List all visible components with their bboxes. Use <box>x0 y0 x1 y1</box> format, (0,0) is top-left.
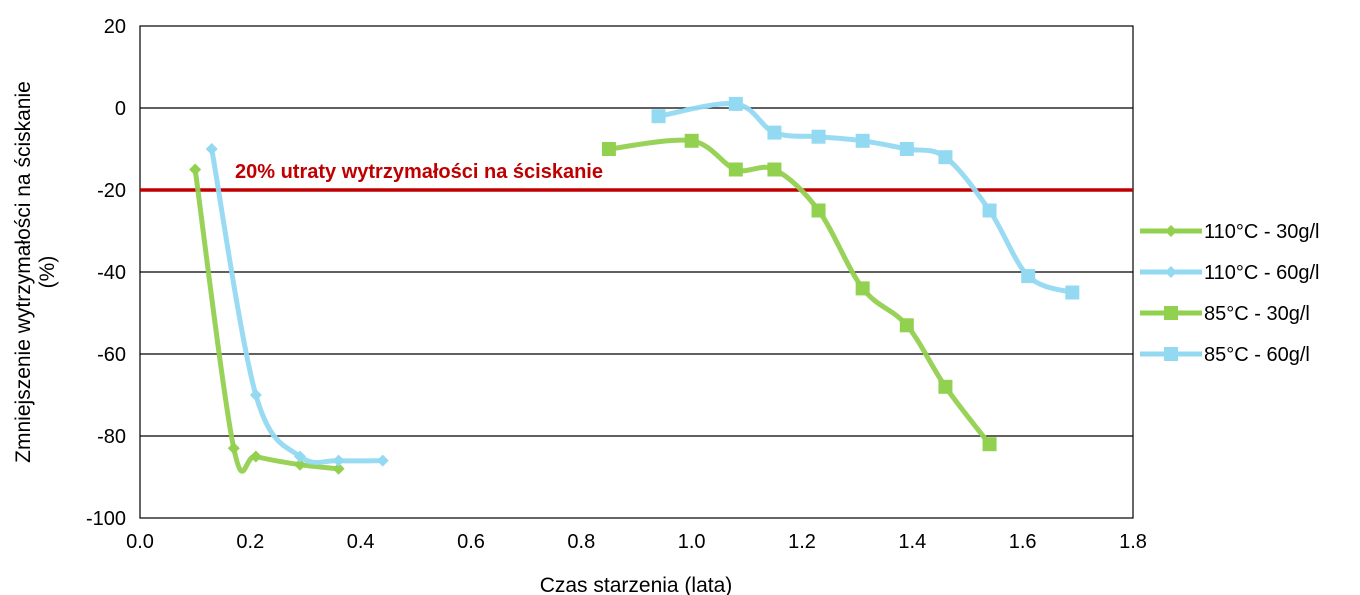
legend-swatch-marker <box>1165 266 1177 278</box>
data-point <box>189 163 202 176</box>
data-point <box>1065 285 1080 300</box>
data-point <box>376 454 389 467</box>
data-point <box>728 96 743 111</box>
y-axis-title: Zmniejszenie wytrzymałości na ściskanie … <box>12 81 59 463</box>
y-tick-label: -80 <box>97 426 126 448</box>
legend-label: 85°C - 60g/l <box>1204 344 1310 366</box>
plot-area-frame <box>139 25 1134 519</box>
legend-swatch-marker <box>1164 347 1178 361</box>
data-point <box>811 129 826 144</box>
y-axis-title-line-1: Zmniejszenie wytrzymałości na ściskanie <box>12 81 35 463</box>
y-tick-labels: 20 0 -20 -40 -60 -80 -100 <box>86 16 126 530</box>
data-point <box>205 143 218 155</box>
y-tick-label: -20 <box>97 180 126 202</box>
series-group <box>189 96 1080 475</box>
reference-line-label: 20% utraty wytrzymałości na ściskanie <box>235 161 603 183</box>
x-tick-label: 0.2 <box>236 531 264 553</box>
data-point <box>227 442 240 455</box>
data-point <box>728 162 743 177</box>
data-point <box>249 389 262 401</box>
data-point <box>332 462 345 475</box>
data-point <box>855 281 870 296</box>
y-tick-label: -100 <box>86 508 126 530</box>
y-tick-label: -60 <box>97 344 126 366</box>
series-4 <box>651 96 1080 300</box>
data-point <box>767 162 782 177</box>
y-tick-label: 0 <box>115 98 126 120</box>
x-tick-label: 0.6 <box>457 531 485 553</box>
data-point <box>899 142 914 156</box>
data-point <box>767 125 782 140</box>
data-point <box>811 203 826 218</box>
x-tick-label: 0.4 <box>347 531 375 553</box>
data-point <box>938 379 953 394</box>
data-point <box>651 109 666 124</box>
data-point <box>1021 269 1036 284</box>
series-1 <box>189 163 345 475</box>
gridlines <box>140 107 1133 437</box>
data-point <box>982 203 997 218</box>
y-tick-label: 20 <box>104 16 126 38</box>
series-line <box>606 137 993 447</box>
x-tick-label: 0.8 <box>567 531 595 553</box>
series-line <box>209 146 386 465</box>
legend-label: 110°C - 30g/l <box>1204 221 1319 243</box>
data-point <box>293 450 306 463</box>
x-tick-label: 0.0 <box>126 531 154 553</box>
legend-item: 85°C - 30g/l <box>1140 303 1310 325</box>
legend-label: 110°C - 60g/l <box>1204 262 1319 284</box>
legend-item: 85°C - 60g/l <box>1140 344 1310 366</box>
data-point <box>684 133 699 148</box>
x-tick-label: 1.0 <box>678 531 706 553</box>
series-line <box>656 101 1075 295</box>
x-tick-label: 1.8 <box>1119 531 1147 553</box>
data-point <box>855 133 870 148</box>
data-point <box>293 458 306 471</box>
data-point <box>938 150 953 165</box>
data-point <box>249 450 262 463</box>
series-2 <box>205 143 389 467</box>
data-point <box>982 437 997 452</box>
legend: 110°C - 30g/l 110°C - 60g/l 85°C - 30g/l 85… <box>1140 221 1319 366</box>
legend-label: 85°C - 30g/l <box>1204 303 1310 325</box>
x-tick-label: 1.2 <box>788 531 816 553</box>
y-tick-label: -40 <box>97 262 126 284</box>
legend-item: 110°C - 60g/l <box>1140 262 1319 284</box>
reference-line-group: 20% utraty wytrzymałości na ściskanie <box>140 161 1133 192</box>
series-3 <box>601 133 997 452</box>
x-tick-label: 1.6 <box>1009 531 1037 553</box>
x-tick-labels: 0.0 0.2 0.4 0.6 0.8 1.0 1.2 1.4 1.6 1.8 <box>126 531 1147 553</box>
legend-swatch-marker <box>1164 306 1178 320</box>
data-point <box>601 142 616 156</box>
data-point <box>899 318 914 333</box>
legend-swatch-marker <box>1165 225 1177 237</box>
x-axis-title: Czas starzenia (lata) <box>540 574 733 595</box>
legend-item: 110°C - 30g/l <box>1140 221 1319 243</box>
x-tick-label: 1.4 <box>898 531 926 553</box>
y-axis-title-line-2: (%) <box>36 256 59 289</box>
data-point <box>332 454 345 467</box>
